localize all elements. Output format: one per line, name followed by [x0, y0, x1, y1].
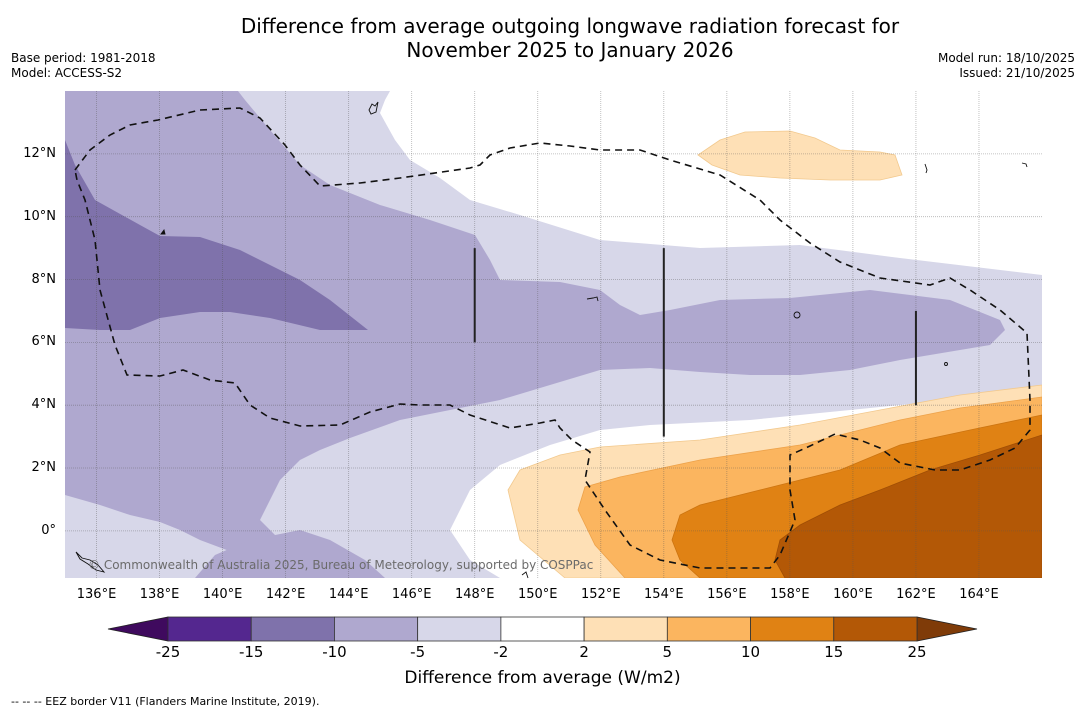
- contour-fills: [65, 91, 1042, 578]
- model-name: Model: ACCESS-S2: [11, 66, 123, 80]
- longitude-label: 162°E: [896, 587, 936, 602]
- meta-left: Base period: 1981-2018 Model: ACCESS-S2: [11, 51, 156, 81]
- longitude-label: 156°E: [707, 587, 747, 602]
- colorbar-tick-label: -25: [155, 643, 181, 661]
- colorbar-tick-label: -10: [322, 643, 347, 661]
- colorbar-segment: [583, 616, 668, 642]
- island-marshall: [924, 163, 928, 174]
- islands: [75, 101, 1028, 579]
- latitude-label: 10°N: [23, 208, 56, 224]
- island-kosrae: [944, 362, 948, 366]
- issued-date: Issued: 21/10/2025: [959, 66, 1075, 80]
- colorbar-title: Difference from average (W/m2): [404, 668, 681, 688]
- island-new-ireland: [75, 551, 106, 573]
- latitude-label: 6°N: [31, 334, 57, 350]
- band-15-25: [774, 434, 1042, 578]
- eez-dashed-line: [74, 107, 1031, 569]
- colorbar-segment: [750, 616, 835, 642]
- latitude-label: 0°: [41, 522, 56, 538]
- eez-footnote: -- -- -- EEZ border V11 (Flanders Marine…: [11, 695, 320, 708]
- colorbar-extend-high: [916, 616, 978, 642]
- latitude-label: 2°N: [31, 460, 57, 476]
- longitude-label: 140°E: [202, 587, 243, 602]
- colorbar-segment: [833, 616, 918, 642]
- band-minus10-minus5: [65, 91, 1005, 570]
- model-run: Model run: 18/10/2025: [937, 51, 1075, 65]
- longitude-label: 164°E: [959, 587, 999, 602]
- longitude-label: 142°E: [265, 587, 306, 602]
- colorbar-tick-label: 15: [824, 643, 844, 661]
- longitude-label: 158°E: [770, 587, 810, 602]
- longitude-label: 148°E: [454, 587, 495, 602]
- island-chuuk: [586, 296, 599, 302]
- band-minus10-minus5-south: [195, 530, 385, 578]
- longitude-label: 160°E: [833, 587, 873, 602]
- colorbar-tick-label: 25: [907, 643, 927, 661]
- copyright-notice: © Commonwealth of Australia 2025, Bureau…: [88, 558, 594, 572]
- band-2-5-north: [697, 130, 903, 181]
- island-marshall-2: [1021, 162, 1028, 168]
- colorbar-segment: [666, 616, 751, 642]
- colorbar: [107, 616, 978, 642]
- longitude-label: 138°E: [139, 587, 180, 602]
- graticule: [65, 91, 1042, 578]
- map-title: Difference from average outgoing longwav…: [0, 14, 1085, 62]
- title-line-2: November 2025 to January 2026: [406, 38, 734, 62]
- latitude-label: 12°N: [23, 145, 56, 161]
- colorbar-tick-label: 2: [579, 643, 589, 661]
- colorbar-tick-label: -5: [410, 643, 426, 661]
- colorbar-segment: [334, 616, 419, 642]
- colorbar-segment: [167, 616, 252, 642]
- latitude-label: 8°N: [31, 271, 57, 287]
- base-period: Base period: 1981-2018: [11, 51, 156, 65]
- island-yap: [160, 228, 166, 235]
- band-minus15-minus10: [65, 140, 368, 330]
- longitude-label: 152°E: [581, 587, 621, 602]
- colorbar-tick-label: -15: [238, 643, 264, 661]
- island-guam: [368, 101, 379, 115]
- colorbar-extend-low: [107, 616, 169, 642]
- longitude-label: 136°E: [76, 587, 117, 602]
- longitude-label: 144°E: [328, 587, 369, 602]
- latitude-label: 4°N: [31, 397, 57, 413]
- longitude-label: 154°E: [644, 587, 684, 602]
- colorbar-tick-label: 10: [741, 643, 761, 661]
- colorbar-segment: [250, 616, 335, 642]
- boundary-lines: [473, 248, 917, 437]
- longitude-label: 150°E: [517, 587, 558, 602]
- longitude-label: 146°E: [391, 587, 432, 602]
- colorbar-tick-label: -2: [493, 643, 509, 661]
- meta-right: Model run: 18/10/2025 Issued: 21/10/2025: [938, 51, 1075, 81]
- colorbar-segment: [500, 616, 585, 642]
- title-line-1: Difference from average outgoing longwav…: [240, 14, 900, 38]
- island-bougainville: [521, 571, 529, 579]
- eez-border: [74, 107, 1031, 569]
- island-pohnpei: [793, 311, 801, 319]
- colorbar-segment: [417, 616, 502, 642]
- colorbar-tick-label: 5: [662, 643, 673, 661]
